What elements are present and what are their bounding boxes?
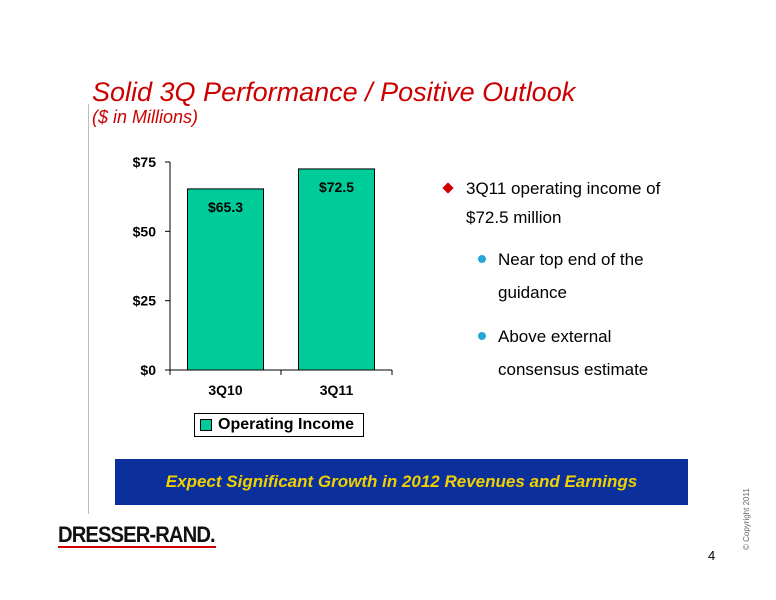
bullet-sub-2-text: Above external consensus estimate <box>498 327 649 379</box>
y-tick-label: $0 <box>140 362 156 378</box>
logo-underline <box>58 546 216 548</box>
slide-title: Solid 3Q Performance / Positive Outlook <box>92 77 576 107</box>
dot-bullet-icon <box>478 255 486 263</box>
bar-3q11 <box>298 168 375 371</box>
y-tick-label: $50 <box>133 223 157 239</box>
chart-legend: Operating Income <box>194 413 364 437</box>
legend-label: Operating Income <box>218 416 355 433</box>
left-vertical-rule <box>88 104 89 514</box>
bullet-sub-1: Near top end of the guidance <box>442 243 682 309</box>
x-tick-label: 3Q10 <box>208 382 242 398</box>
bullet-list: 3Q11 operating income of $72.5 million N… <box>442 174 682 386</box>
banner-text: Expect Significant Growth in 2012 Revenu… <box>165 472 638 491</box>
bar-data-label: $65.3 <box>208 199 243 215</box>
outlook-banner: Expect Significant Growth in 2012 Revenu… <box>115 459 688 505</box>
diamond-bullet-icon <box>442 182 454 194</box>
copyright-notice: © Copyright 2011 <box>742 488 751 550</box>
y-tick-label: $25 <box>133 293 157 309</box>
bullet-main: 3Q11 operating income of $72.5 million <box>442 174 682 232</box>
legend-swatch <box>200 419 212 431</box>
slide-subtitle: ($ in Millions) <box>92 107 199 127</box>
bullet-sub-1-text: Near top end of the guidance <box>498 250 644 302</box>
dot-bullet-icon <box>478 332 486 340</box>
x-tick-label: 3Q11 <box>320 382 354 398</box>
bullet-sub-2: Above external consensus estimate <box>442 320 682 386</box>
company-logo: DRESSER-RAND. <box>58 522 216 547</box>
bar-data-label: $72.5 <box>319 179 354 195</box>
bullet-main-text: 3Q11 operating income of $72.5 million <box>466 179 661 227</box>
y-tick-label: $75 <box>133 154 157 170</box>
page-number: 4 <box>708 548 716 563</box>
bar-3q10 <box>187 188 264 371</box>
